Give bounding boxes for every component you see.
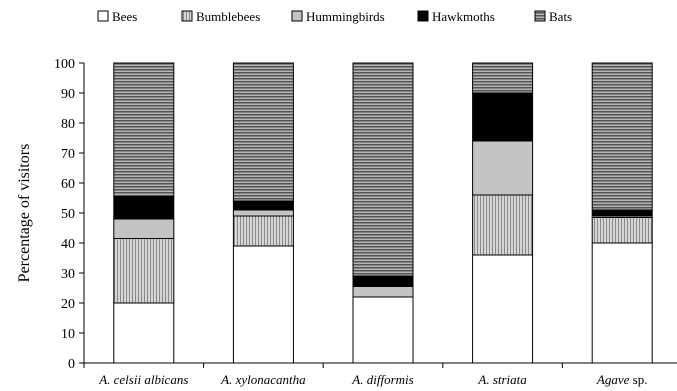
bar-stack xyxy=(592,63,652,363)
y-axis: 0 10 20 30 40 50 60 70 80 90 100 xyxy=(54,57,84,372)
bar-segment-hawkmoths xyxy=(233,201,293,210)
y-tick-label: 50 xyxy=(61,207,75,222)
bar-stack xyxy=(353,63,413,363)
x-tick-label: A. difformis xyxy=(351,372,413,387)
bar-stack xyxy=(114,63,174,363)
legend-swatch xyxy=(292,11,302,21)
bar-segment-hawkmoths xyxy=(592,210,652,216)
x-axis: A. celsii albicans A. xylonacantha A. diff… xyxy=(84,363,677,387)
bar-segment-bees xyxy=(353,297,413,363)
legend-item: Hawkmoths xyxy=(418,9,495,24)
y-tick-label: 60 xyxy=(61,177,75,192)
bar-segment-bats xyxy=(592,63,652,210)
bar-segment-hummingbirds xyxy=(353,287,413,298)
bar-segment-bees xyxy=(114,303,174,363)
legend-label: Hawkmoths xyxy=(432,9,495,24)
x-tick-label: A. striata xyxy=(477,372,527,387)
x-tick-label: A. xylonacantha xyxy=(220,372,306,387)
bar-stack xyxy=(473,63,533,363)
bar-segment-bats xyxy=(233,63,293,201)
bar-segment-bees xyxy=(592,243,652,363)
legend-swatch xyxy=(418,11,428,21)
y-tick-label: 70 xyxy=(61,147,75,162)
y-tick-label: 40 xyxy=(61,237,75,252)
y-tick-label: 20 xyxy=(61,297,75,312)
y-tick-label: 30 xyxy=(61,267,75,282)
x-tick-label: Agave sp. xyxy=(596,372,648,387)
y-tick-label: 90 xyxy=(61,87,75,102)
bar-segment-bats xyxy=(114,63,174,197)
legend-label: Bats xyxy=(549,9,572,24)
legend-label: Bumblebees xyxy=(196,9,260,24)
legend: Bees Bumblebees Hummingbirds Hawkmoths Bats xyxy=(98,9,572,24)
bar-segment-bumblebees xyxy=(473,195,533,255)
y-tick-label: 80 xyxy=(61,117,75,132)
bar-segment-hawkmoths xyxy=(353,276,413,287)
legend-item: Bumblebees xyxy=(182,9,260,24)
y-tick-label: 10 xyxy=(61,327,75,342)
bar-segment-bats xyxy=(473,63,533,93)
bar-segment-hawkmoths xyxy=(114,197,174,220)
bar-segment-bumblebees xyxy=(592,218,652,244)
y-tick-label: 100 xyxy=(54,57,75,72)
legend-swatch xyxy=(535,11,545,21)
bar-segment-hummingbirds xyxy=(233,210,293,216)
bar-segment-bees xyxy=(473,255,533,363)
bar-stack xyxy=(233,63,293,363)
bar-segment-hummingbirds xyxy=(114,219,174,239)
bars xyxy=(114,63,652,363)
x-tick-label: A. celsii albicans xyxy=(98,372,188,387)
legend-item: Bats xyxy=(535,9,572,24)
bar-segment-bats xyxy=(353,63,413,276)
legend-label: Hummingbirds xyxy=(306,9,385,24)
bar-segment-bumblebees xyxy=(233,216,293,246)
legend-swatch xyxy=(182,11,192,21)
bar-segment-hawkmoths xyxy=(473,93,533,141)
bar-segment-hummingbirds xyxy=(473,141,533,195)
legend-item: Hummingbirds xyxy=(292,9,385,24)
y-tick-label: 0 xyxy=(68,357,75,372)
bar-segment-bumblebees xyxy=(114,239,174,304)
y-axis-title: Percentage of visitors xyxy=(16,144,33,283)
legend-item: Bees xyxy=(98,9,137,24)
legend-swatch xyxy=(98,11,108,21)
bar-segment-bees xyxy=(233,246,293,363)
legend-label: Bees xyxy=(112,9,137,24)
